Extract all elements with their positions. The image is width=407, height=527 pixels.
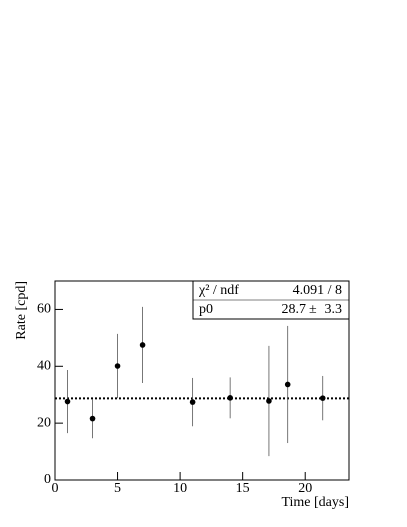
data-point bbox=[284, 381, 291, 388]
stats-chi2-label: χ² / ndf bbox=[198, 283, 239, 298]
y-tick-label: 40 bbox=[37, 359, 51, 374]
x-tick-label: 0 bbox=[52, 481, 59, 496]
stats-p0-error: 3.3 bbox=[325, 302, 343, 317]
data-point bbox=[139, 342, 146, 348]
data-point bbox=[266, 398, 272, 404]
data-point bbox=[114, 363, 121, 369]
stats-chi2-value: 4.091 / 8 bbox=[293, 283, 342, 298]
data-point bbox=[319, 395, 326, 401]
x-tick-label: 15 bbox=[236, 481, 250, 496]
x-tick-label: 20 bbox=[298, 481, 312, 496]
y-axis-label: Rate [cpd] bbox=[14, 281, 29, 340]
x-tick-label: 5 bbox=[114, 481, 121, 496]
data-point bbox=[189, 399, 196, 405]
stats-p0-label: p0 bbox=[199, 302, 213, 317]
stats-p0-value: 28.7 bbox=[282, 302, 307, 317]
x-axis-label: Time [days] bbox=[281, 495, 349, 510]
data-point bbox=[64, 398, 71, 405]
data-point bbox=[89, 415, 96, 422]
x-tick-label: 10 bbox=[173, 481, 187, 496]
stats-p0-pm: ± bbox=[309, 302, 317, 317]
y-tick-label: 0 bbox=[44, 472, 51, 487]
data-point bbox=[227, 395, 233, 401]
y-tick-label: 60 bbox=[37, 302, 51, 317]
y-tick-label: 20 bbox=[37, 415, 51, 430]
